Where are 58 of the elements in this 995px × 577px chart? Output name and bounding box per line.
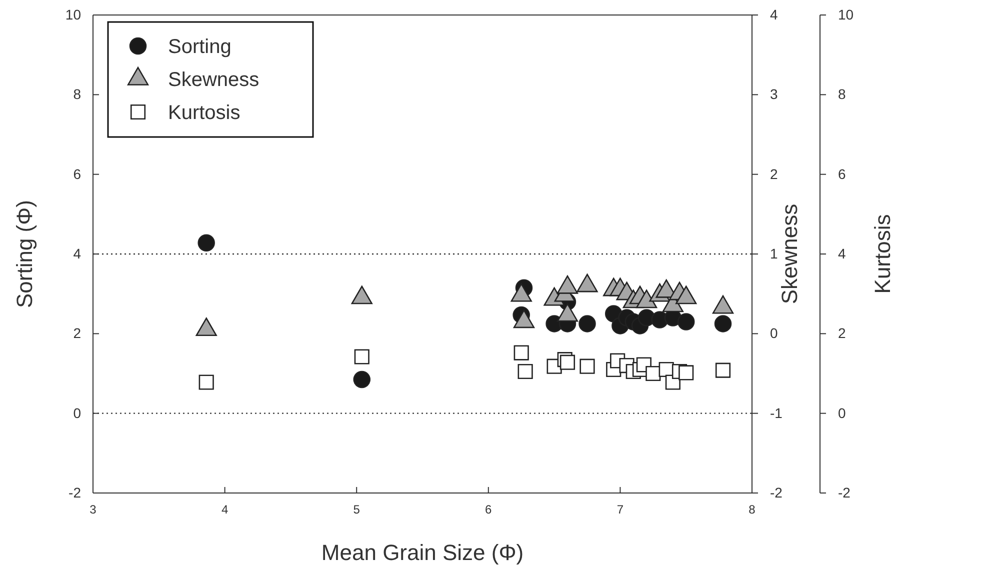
y2-tick-label: 2: [770, 166, 778, 182]
y2-tick-label: -1: [770, 404, 783, 421]
point: [518, 364, 533, 380]
y2-tick-label: 3: [770, 86, 778, 102]
point: [580, 358, 595, 374]
point: [353, 370, 370, 388]
y2-axis-title: Skewness: [777, 204, 802, 304]
point: [556, 275, 578, 294]
y-tick-label: -2: [68, 484, 82, 500]
point: [646, 366, 661, 382]
y-tick-label: 6: [73, 166, 82, 182]
y3-tick-label: 6: [838, 166, 846, 182]
legend-label: Skewness: [168, 69, 260, 91]
y3-axis-title: Kurtosis: [870, 214, 895, 294]
point: [198, 374, 214, 390]
point: [556, 303, 578, 322]
y3-tick-label: 2: [838, 325, 846, 342]
x-axis-title: Mean Grain Size (Φ): [321, 540, 524, 565]
x-tick-label: 3: [90, 502, 97, 517]
point: [198, 234, 215, 252]
point: [510, 283, 532, 302]
x-tick-label: 6: [485, 502, 492, 517]
legend-label: Sorting: [168, 36, 232, 58]
legend-label: Kurtosis: [168, 102, 240, 124]
y3-tick-label: 4: [838, 245, 846, 262]
y2-tick-label: -2: [770, 484, 783, 500]
y2-tick-label: 0: [770, 325, 778, 342]
point: [712, 295, 734, 314]
x-tick-label: 5: [353, 502, 360, 517]
point: [560, 354, 576, 370]
x-tick-label: 4: [221, 502, 228, 517]
y3-tick-label: 0: [838, 404, 846, 421]
point: [576, 274, 598, 292]
y-tick-label: 2: [73, 325, 82, 342]
y2-tick-label: 4: [770, 6, 778, 22]
y-tick-label: 8: [73, 86, 82, 102]
point: [636, 290, 658, 308]
y-tick-label: 10: [65, 6, 82, 22]
point: [678, 365, 694, 380]
point: [715, 362, 731, 378]
point: [514, 345, 529, 360]
x-tick-label: 8: [748, 502, 756, 517]
point: [351, 286, 372, 304]
y3-tick-label: 8: [838, 86, 846, 102]
y3-tick-label: -2: [838, 484, 851, 500]
point: [513, 310, 535, 328]
point: [677, 313, 695, 330]
point: [714, 315, 732, 332]
y-tick-label: 0: [73, 404, 82, 421]
y-tick-label: 4: [73, 245, 82, 262]
point: [578, 315, 596, 332]
x-tick-label: 7: [616, 502, 624, 517]
y-axis-title: Sorting (Φ): [12, 200, 37, 308]
y2-tick-label: 1: [770, 245, 778, 262]
point: [676, 286, 697, 304]
y3-tick-label: 10: [838, 6, 854, 22]
point: [196, 318, 217, 336]
point: [354, 349, 370, 364]
